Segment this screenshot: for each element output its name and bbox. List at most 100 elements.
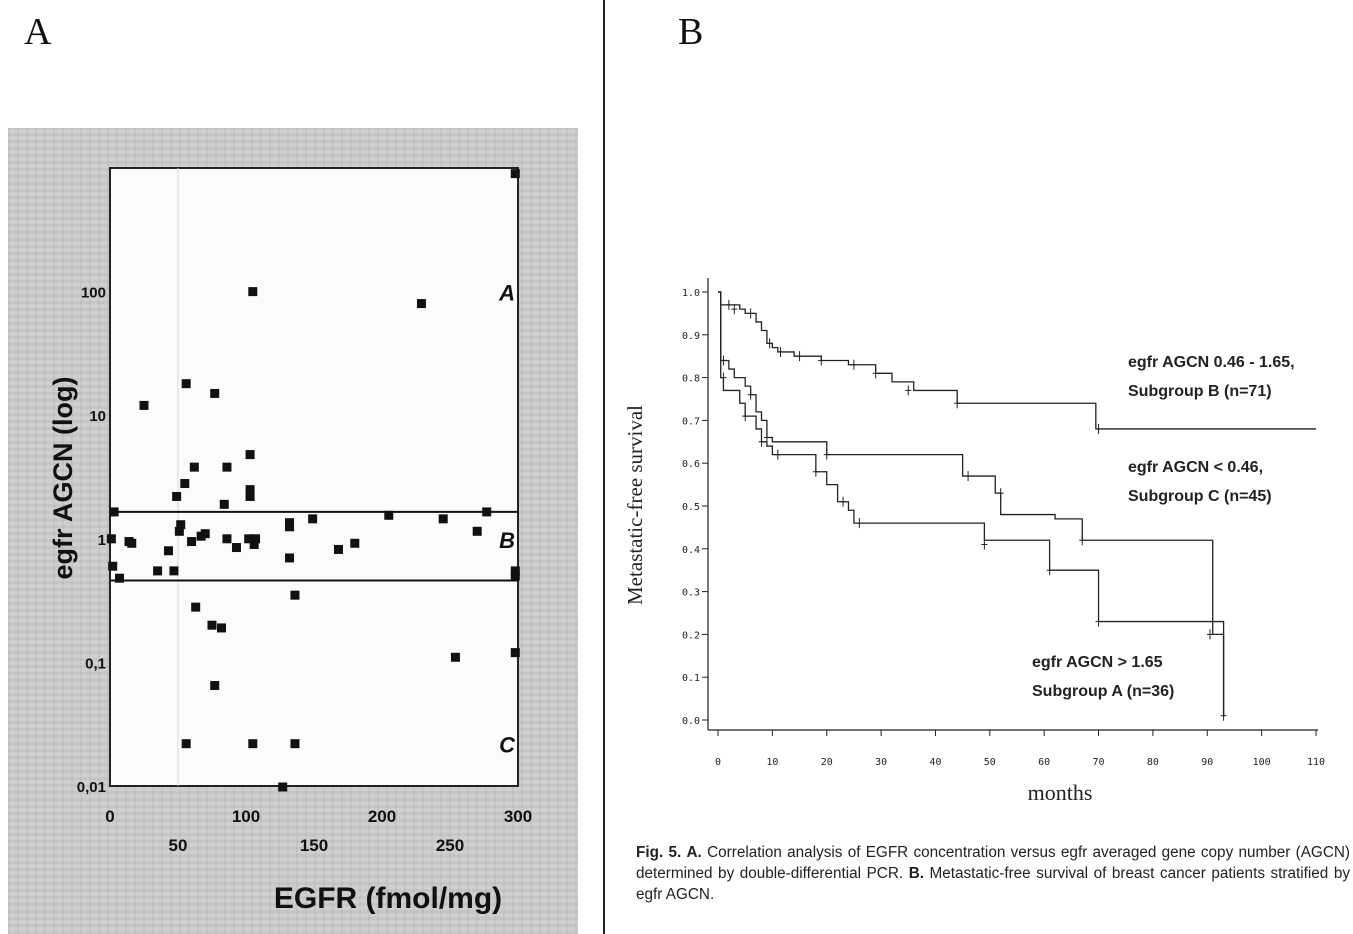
data-point bbox=[191, 602, 201, 612]
data-point bbox=[290, 739, 300, 749]
survival-curve bbox=[718, 291, 1225, 716]
data-point bbox=[217, 623, 227, 633]
x-tick-label: 30 bbox=[875, 757, 887, 768]
y-tick-label: 1.0 bbox=[682, 288, 700, 299]
panel-b-letter: B bbox=[678, 11, 704, 53]
data-point bbox=[153, 566, 163, 576]
data-point bbox=[210, 388, 220, 398]
region-label: B bbox=[499, 528, 515, 553]
y-tick-label: 0.7 bbox=[682, 416, 700, 427]
x-tick-label: 150 bbox=[300, 836, 328, 855]
x-tick-label: 10 bbox=[766, 757, 778, 768]
figure-caption: Fig. 5. A. Correlation analysis of EGFR … bbox=[636, 842, 1350, 905]
x-tick-label: 100 bbox=[232, 807, 260, 826]
y-tick-label: 0,01 bbox=[77, 779, 106, 796]
x-tick-label: 200 bbox=[368, 807, 396, 826]
data-point bbox=[180, 479, 190, 489]
x-tick-label: 300 bbox=[504, 807, 532, 826]
survival-curve bbox=[718, 291, 1225, 716]
panel-divider bbox=[603, 0, 605, 934]
data-point bbox=[510, 169, 520, 179]
data-point bbox=[169, 566, 179, 576]
y-tick-label: 10 bbox=[89, 408, 106, 425]
data-point bbox=[187, 537, 197, 547]
data-point bbox=[181, 379, 191, 389]
series-label: egfr AGCN > 1.65 bbox=[1032, 654, 1163, 671]
data-point bbox=[108, 561, 118, 571]
data-point bbox=[278, 782, 288, 792]
data-point bbox=[248, 739, 258, 749]
scatter-chart: 0,01 0,1 1 10 100 0 100 200 300 50 150 250 EGFR (fmo… bbox=[48, 167, 532, 915]
caption-fig-label: Fig. 5. bbox=[636, 844, 682, 861]
x-axis-label: months bbox=[1028, 780, 1093, 805]
data-point bbox=[109, 507, 119, 517]
caption-b-label: B. bbox=[908, 865, 924, 882]
data-point bbox=[244, 534, 254, 544]
data-point bbox=[127, 538, 137, 548]
data-point bbox=[510, 571, 520, 581]
x-tick-label: 40 bbox=[929, 757, 941, 768]
data-point bbox=[106, 534, 116, 544]
data-point bbox=[333, 544, 343, 554]
y-tick-label: 0.1 bbox=[682, 673, 700, 684]
data-point bbox=[438, 514, 448, 524]
data-point bbox=[510, 566, 520, 576]
y-tick-label: 0.6 bbox=[682, 459, 700, 470]
data-point bbox=[245, 450, 255, 460]
x-tick-label: 0 bbox=[715, 757, 721, 768]
series-label: egfr AGCN < 0.46, bbox=[1128, 459, 1263, 476]
data-point bbox=[174, 526, 184, 536]
y-tick-label: 0.5 bbox=[682, 502, 700, 513]
caption-b-text: Metastatic-free survival of breast cance… bbox=[636, 865, 1350, 903]
y-tick-label: 0.9 bbox=[682, 331, 700, 342]
data-point bbox=[139, 400, 149, 410]
data-point bbox=[350, 538, 360, 548]
series-label: Subgroup C (n=45) bbox=[1128, 488, 1272, 505]
y-tick-label: 0.4 bbox=[682, 545, 700, 556]
data-point bbox=[219, 499, 229, 509]
x-axis-label: EGFR (fmol/mg) bbox=[274, 882, 502, 915]
y-tick-label: 0.8 bbox=[682, 374, 700, 385]
data-point bbox=[207, 620, 217, 630]
data-point bbox=[285, 553, 295, 563]
x-tick-label: 70 bbox=[1093, 757, 1105, 768]
data-point bbox=[290, 590, 300, 600]
x-tick-label: 50 bbox=[169, 836, 188, 855]
data-point bbox=[222, 534, 232, 544]
data-point bbox=[482, 507, 492, 517]
data-point bbox=[245, 491, 255, 501]
x-tick-label: 20 bbox=[821, 757, 833, 768]
data-point bbox=[251, 534, 261, 544]
data-point bbox=[384, 510, 394, 520]
data-point bbox=[245, 485, 255, 495]
survival-curve bbox=[718, 291, 1316, 430]
data-point bbox=[176, 520, 186, 530]
data-point bbox=[416, 299, 426, 309]
data-point bbox=[181, 739, 191, 749]
data-point bbox=[222, 462, 232, 472]
data-point bbox=[172, 491, 182, 501]
x-tick-label: 0 bbox=[105, 807, 114, 826]
data-point bbox=[210, 681, 220, 691]
data-point bbox=[189, 462, 199, 472]
panel-a-letter: A bbox=[24, 11, 52, 53]
y-axis-label: egfr AGCN (log) bbox=[48, 377, 78, 580]
series-label: Subgroup A (n=36) bbox=[1032, 683, 1174, 700]
x-tick-label: 90 bbox=[1201, 757, 1213, 768]
caption-a-label: A. bbox=[686, 844, 702, 861]
data-point bbox=[510, 648, 520, 658]
y-tick-label: 0,1 bbox=[85, 655, 106, 672]
region-label: C bbox=[499, 733, 516, 758]
data-point bbox=[248, 287, 258, 297]
x-tick-label: 50 bbox=[984, 757, 996, 768]
series-label: Subgroup B (n=71) bbox=[1128, 383, 1272, 400]
data-point bbox=[231, 543, 241, 553]
series-label: egfr AGCN 0.46 - 1.65, bbox=[1128, 354, 1295, 371]
data-point bbox=[163, 546, 173, 556]
data-point bbox=[308, 514, 318, 524]
x-tick-label: 80 bbox=[1147, 757, 1159, 768]
data-point bbox=[285, 518, 295, 528]
data-point bbox=[115, 573, 125, 583]
x-tick-label: 60 bbox=[1038, 757, 1050, 768]
